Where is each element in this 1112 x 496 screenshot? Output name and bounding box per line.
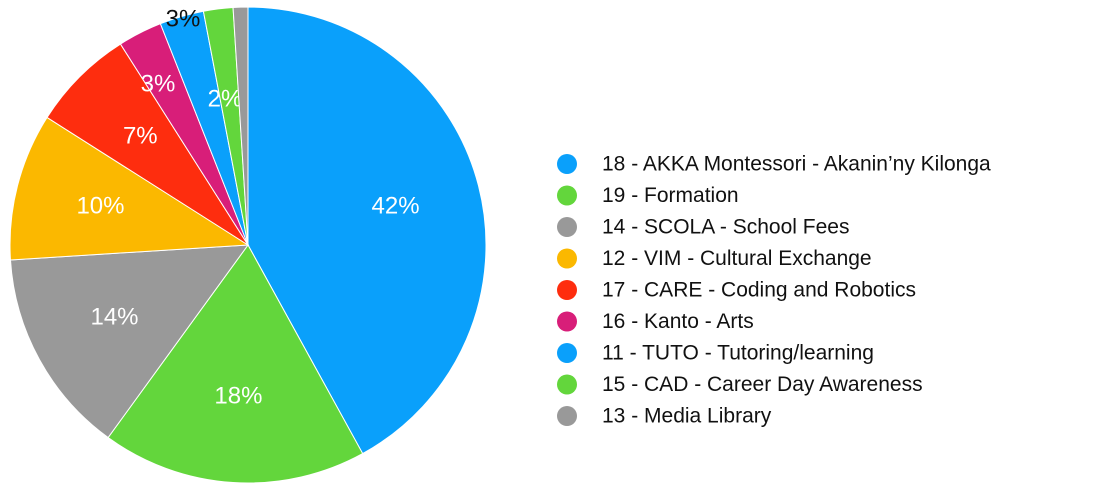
data-label: 3% xyxy=(166,5,201,32)
legend-label: 17 - CARE - Coding and Robotics xyxy=(602,279,916,302)
legend-swatch xyxy=(557,343,577,363)
data-label: 3% xyxy=(141,70,176,97)
legend-swatch xyxy=(557,280,577,300)
pie-slice xyxy=(232,6,249,246)
legend-label: 19 - Formation xyxy=(602,184,739,207)
legend-label: 12 - VIM - Cultural Exchange xyxy=(602,247,872,270)
legend-label: 15 - CAD - Career Day Awareness xyxy=(602,373,923,396)
legend-swatch xyxy=(557,406,577,426)
pie-slice xyxy=(46,43,249,246)
legend-label: 11 - TUTO - Tutoring/learning xyxy=(602,342,874,365)
legend-swatch xyxy=(557,248,577,269)
legend-swatch xyxy=(557,154,577,174)
legend-label: 13 - Media Library xyxy=(602,405,772,428)
pie-slice xyxy=(107,244,364,484)
pie-slice xyxy=(247,6,487,455)
data-label: 14% xyxy=(90,304,138,331)
data-label: 42% xyxy=(372,192,420,219)
data-label: 7% xyxy=(123,123,158,150)
pie-slice xyxy=(9,244,250,439)
legend-swatch xyxy=(557,374,577,395)
pie-slice xyxy=(9,116,250,261)
data-label: 18% xyxy=(214,382,262,409)
legend-label: 14 - SCOLA - School Fees xyxy=(602,216,849,239)
legend-swatch xyxy=(557,311,577,332)
data-label: 10% xyxy=(76,192,124,219)
data-label: 2% xyxy=(208,85,243,112)
legend-label: 16 - Kanto - Arts xyxy=(602,310,754,333)
legend-swatch xyxy=(557,185,577,206)
legend-label: 18 - AKKA Montessori - Akanin’ny Kilonga xyxy=(602,153,991,176)
legend-swatch xyxy=(557,217,577,237)
